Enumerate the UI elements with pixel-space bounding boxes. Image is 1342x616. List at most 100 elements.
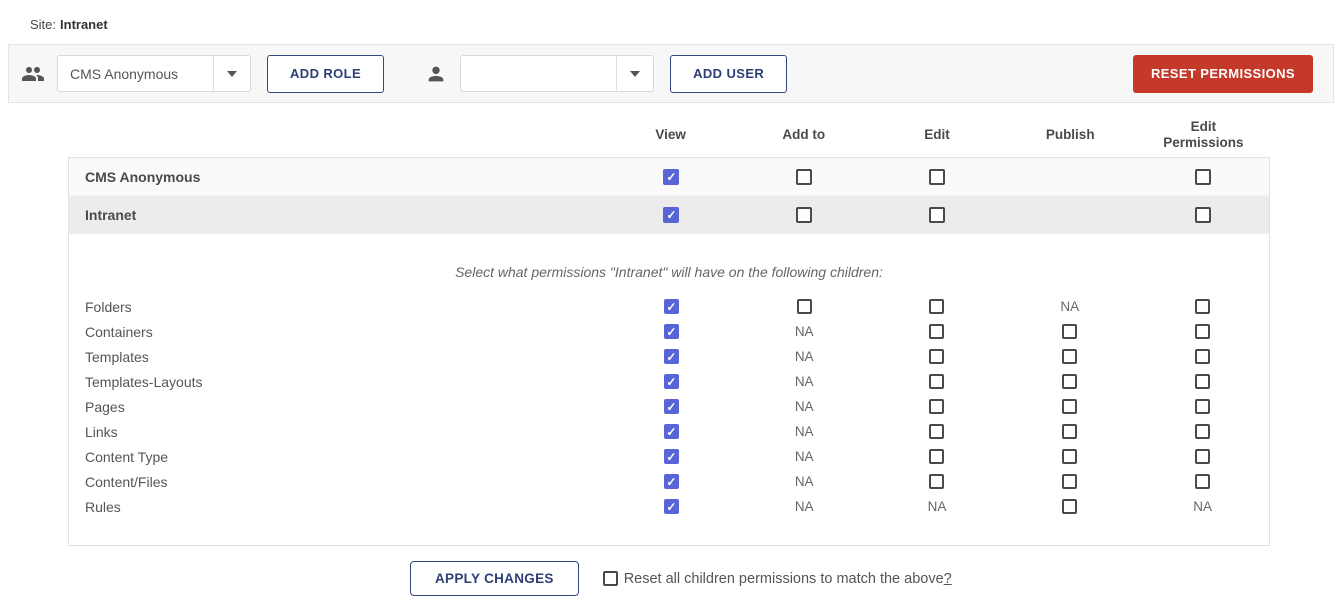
na-label: NA <box>1193 499 1212 514</box>
permission-checkbox[interactable] <box>1195 374 1211 389</box>
permission-checkbox[interactable] <box>929 424 945 439</box>
permission-checkbox[interactable]: ✓ <box>663 399 679 414</box>
permission-checkbox[interactable]: ✓ <box>663 168 680 185</box>
permission-checkbox[interactable] <box>1062 374 1078 389</box>
na-label: NA <box>794 324 814 339</box>
child-permission-row: Links ✓ NA <box>69 419 1269 444</box>
permission-checkbox[interactable] <box>929 324 945 339</box>
select-divider <box>616 56 618 91</box>
help-question-link[interactable]: ? <box>943 570 952 587</box>
footer-actions: APPLY CHANGES Reset all children permiss… <box>0 561 1342 596</box>
na-label: NA <box>1060 299 1080 314</box>
column-header: Edit Permissions <box>1163 119 1244 150</box>
row-label: Intranet <box>85 207 137 223</box>
permission-checkbox[interactable] <box>929 349 945 364</box>
permission-checkbox[interactable]: ✓ <box>663 474 679 489</box>
row-label: Templates <box>85 348 149 365</box>
permissions-column-headers: View Add to Edit Publish Edit Permissions <box>68 113 1270 157</box>
permission-checkbox[interactable] <box>1062 349 1078 364</box>
user-select[interactable] <box>460 55 655 92</box>
row-label: CMS Anonymous <box>85 168 201 185</box>
permission-checkbox[interactable]: ✓ <box>663 424 679 439</box>
column-header: Publish <box>1045 127 1095 143</box>
group-icon <box>21 62 45 86</box>
children-permissions-note: Select what permissions "Intranet" will … <box>455 264 883 280</box>
child-permission-row: Templates-Layouts ✓ NA <box>69 369 1269 394</box>
permission-checkbox[interactable] <box>928 168 945 185</box>
permission-row: CMS Anonymous ✓ <box>69 158 1269 196</box>
permission-checkbox[interactable] <box>1195 324 1211 339</box>
permission-checkbox[interactable]: ✓ <box>663 324 679 339</box>
permission-checkbox[interactable] <box>1062 424 1078 439</box>
permission-checkbox[interactable]: ✓ <box>663 299 679 314</box>
permission-checkbox[interactable] <box>1195 399 1211 414</box>
reset-children-checkbox[interactable] <box>602 571 618 586</box>
row-label: Rules <box>85 498 121 515</box>
permission-checkbox[interactable] <box>929 399 945 414</box>
row-label: Folders <box>85 298 132 315</box>
role-select-value: CMS Anonymous <box>70 65 179 82</box>
permission-row: Intranet ✓ <box>69 196 1269 234</box>
na-label: NA <box>794 449 814 464</box>
chevron-down-icon[interactable] <box>617 70 653 77</box>
row-label: Pages <box>85 398 125 415</box>
permission-checkbox[interactable] <box>928 207 945 223</box>
permission-checkbox[interactable] <box>1194 207 1211 223</box>
row-label: Templates-Layouts <box>85 373 203 390</box>
child-permission-row: Rules ✓ NA NA NA <box>69 494 1269 519</box>
permission-checkbox[interactable] <box>1195 349 1211 364</box>
na-label: NA <box>794 399 814 414</box>
add-user-button[interactable]: ADD USER <box>670 54 788 93</box>
chevron-down-icon[interactable] <box>214 70 250 77</box>
apply-changes-button[interactable]: APPLY CHANGES <box>410 561 579 596</box>
permission-checkbox[interactable] <box>1195 424 1211 439</box>
permission-checkbox[interactable] <box>929 449 945 464</box>
na-label: NA <box>927 499 947 514</box>
reset-children-option[interactable]: Reset all children permissions to match … <box>602 570 952 587</box>
add-role-button[interactable]: ADD ROLE <box>267 54 385 93</box>
row-label: Links <box>85 423 118 440</box>
reset-children-label: Reset all children permissions to match … <box>623 570 952 587</box>
permission-checkbox[interactable] <box>1195 299 1211 314</box>
permission-checkbox[interactable] <box>796 299 812 314</box>
permission-checkbox[interactable] <box>1062 474 1078 489</box>
permission-checkbox[interactable] <box>929 474 945 489</box>
row-label: Content Type <box>85 448 169 465</box>
child-permission-row: Templates ✓ NA <box>69 344 1269 369</box>
person-icon <box>424 62 448 86</box>
child-permission-row: Containers ✓ NA <box>69 319 1269 344</box>
site-label-prefix: Site: <box>30 17 57 32</box>
child-permission-row: Content/Files ✓ NA <box>69 469 1269 494</box>
permission-checkbox[interactable] <box>796 207 813 223</box>
role-select[interactable]: CMS Anonymous <box>57 55 251 92</box>
reset-permissions-button[interactable]: RESET PERMISSIONS <box>1132 54 1313 93</box>
permission-checkbox[interactable]: ✓ <box>663 207 680 223</box>
column-header: Edit <box>924 127 950 143</box>
permission-checkbox[interactable] <box>1062 499 1078 514</box>
permission-checkbox[interactable]: ✓ <box>663 499 679 514</box>
permission-checkbox[interactable] <box>1062 399 1078 414</box>
na-label: NA <box>794 424 814 439</box>
permission-checkbox[interactable] <box>929 299 945 314</box>
permission-checkbox[interactable] <box>929 374 945 389</box>
permission-checkbox[interactable] <box>1195 474 1211 489</box>
permission-checkbox[interactable] <box>1195 449 1211 464</box>
permission-checkbox[interactable]: ✓ <box>663 449 679 464</box>
column-header: Add to <box>782 127 826 143</box>
permission-checkbox[interactable] <box>796 168 813 185</box>
site-label: Site: Intranet <box>30 17 108 32</box>
row-label: Containers <box>85 323 153 340</box>
row-label: Content/Files <box>85 473 168 490</box>
permissions-table: CMS Anonymous ✓ Intranet ✓ Select what permi… <box>68 157 1270 546</box>
permission-checkbox[interactable]: ✓ <box>663 374 679 389</box>
permission-checkbox[interactable] <box>1062 324 1078 339</box>
child-permission-row: Pages ✓ NA <box>69 394 1269 419</box>
child-permission-row: Folders ✓ NA <box>69 294 1269 319</box>
permission-checkbox[interactable] <box>1194 168 1211 185</box>
select-divider <box>213 56 214 91</box>
permission-checkbox[interactable] <box>1062 449 1078 464</box>
column-header: View <box>655 127 686 143</box>
na-label: NA <box>794 349 814 364</box>
child-permission-row: Content Type ✓ NA <box>69 444 1269 469</box>
permission-checkbox[interactable]: ✓ <box>663 349 679 364</box>
